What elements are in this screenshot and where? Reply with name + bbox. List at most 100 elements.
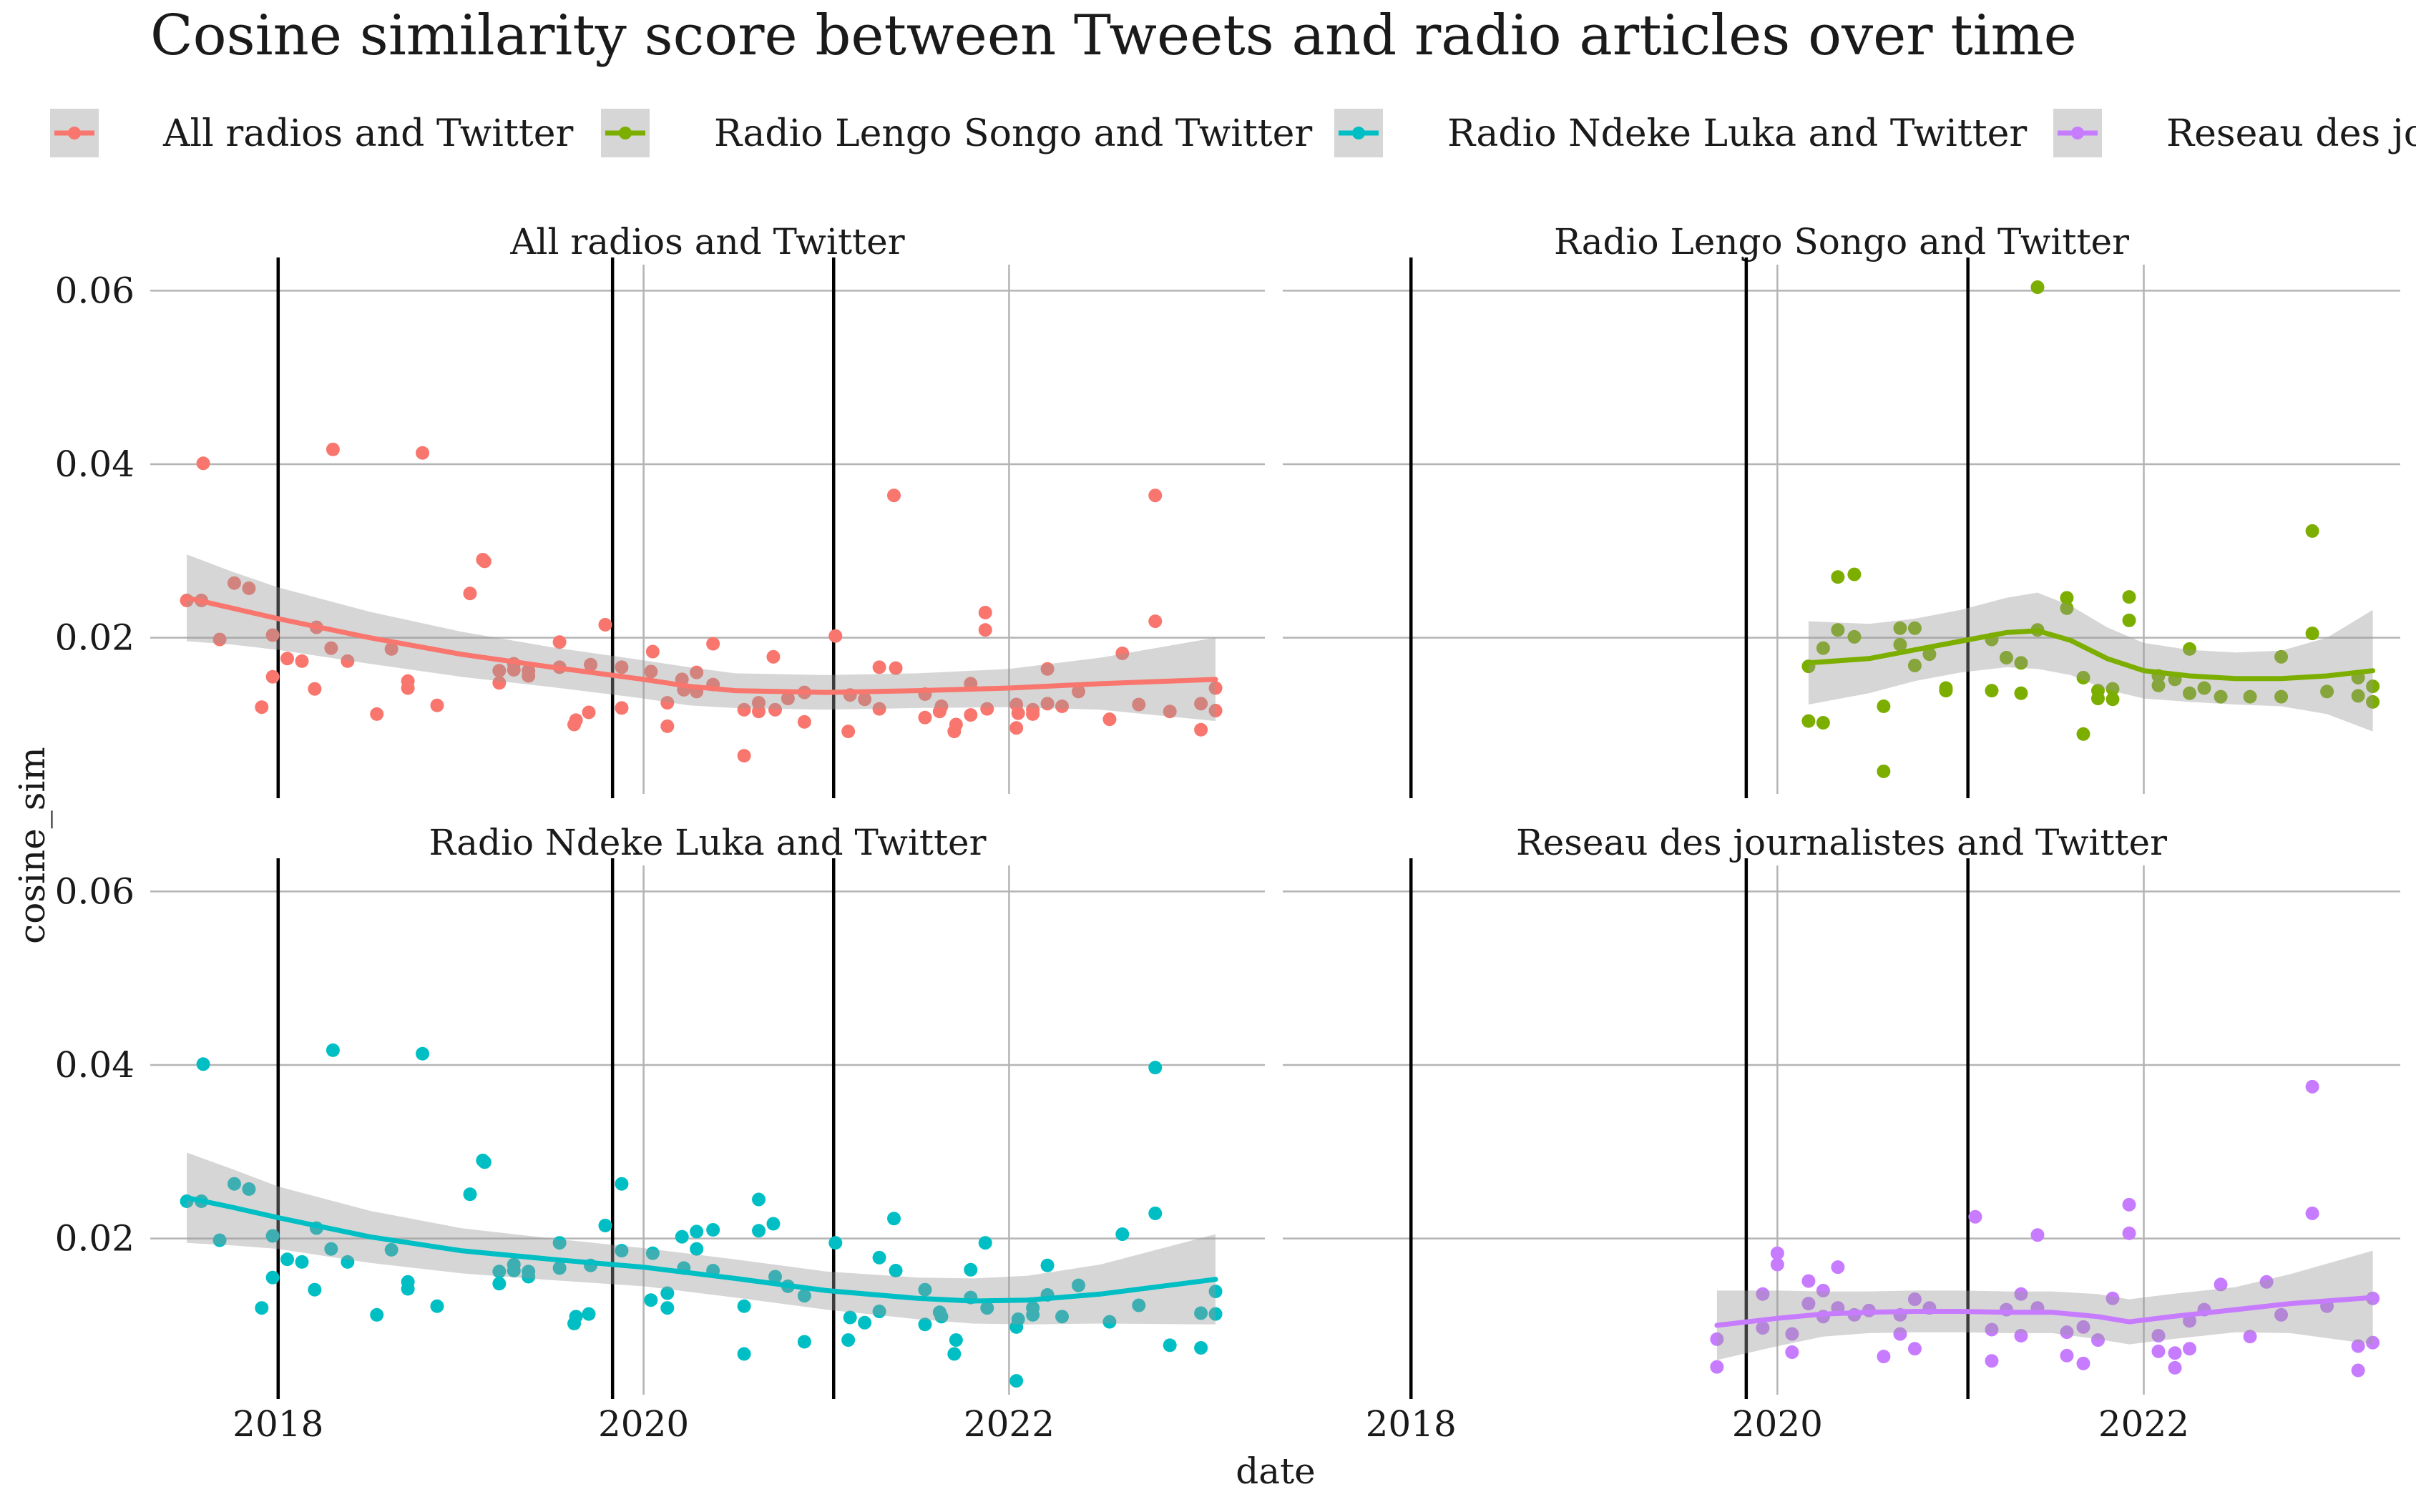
data-point (737, 1299, 751, 1313)
data-point (980, 702, 994, 716)
data-point (2366, 1335, 2380, 1350)
facet-panel: Reseau des journalistes and Twitter 2018 2… (1283, 822, 2400, 1445)
data-point (2060, 601, 2074, 615)
data-point (2122, 613, 2136, 627)
data-point (828, 629, 843, 643)
data-point (212, 1233, 227, 1247)
data-point (1877, 1350, 1891, 1364)
data-point (227, 1177, 241, 1191)
data-point (645, 644, 660, 659)
confidence-band (187, 1152, 1216, 1325)
data-point (918, 1282, 932, 1297)
data-point (1816, 1283, 1830, 1297)
data-point (1785, 1327, 1799, 1341)
data-point (2090, 1333, 2105, 1347)
data-point (615, 660, 629, 674)
data-point (552, 1261, 567, 1275)
smooth-trend-line (1806, 628, 2376, 682)
data-point (1801, 714, 1816, 728)
data-point (887, 489, 901, 503)
data-point (255, 700, 269, 715)
data-point (2122, 590, 2136, 604)
data-point (964, 708, 978, 722)
data-point (569, 1310, 583, 1324)
data-point (308, 1282, 322, 1297)
data-point (598, 1218, 612, 1232)
legend-item: Reseau des journalistes and Twitter (2053, 109, 2416, 157)
data-point (1756, 1287, 1770, 1301)
data-point (1132, 697, 1146, 712)
data-point (797, 1289, 811, 1303)
data-point (2060, 1325, 2074, 1340)
data-point (1040, 662, 1055, 676)
data-point (2014, 656, 2028, 670)
data-point (660, 1286, 675, 1300)
data-point (978, 623, 992, 637)
data-point (1115, 646, 1130, 660)
data-point (1893, 621, 1907, 635)
data-point (934, 1310, 949, 1324)
data-point (552, 635, 567, 649)
data-point (706, 637, 720, 651)
data-point (1148, 489, 1163, 503)
data-point (2151, 1344, 2166, 1358)
data-point (2243, 1330, 2257, 1344)
data-point (1009, 721, 1024, 735)
data-point (841, 1333, 856, 1347)
data-point (507, 1257, 521, 1272)
data-point (2274, 689, 2289, 704)
data-point (1194, 1340, 1208, 1355)
data-point (1710, 1332, 1724, 1346)
facet-strip-title: All radios and Twitter (509, 221, 904, 262)
data-point (463, 586, 477, 601)
data-point (2168, 1346, 2182, 1360)
data-point (2351, 1339, 2365, 1353)
data-point (889, 1264, 903, 1278)
data-point (872, 660, 886, 674)
data-point (1907, 1292, 1922, 1307)
data-point (949, 1333, 963, 1347)
legend-key-point (2071, 127, 2084, 139)
data-point (2197, 681, 2211, 695)
data-point (1756, 1321, 1770, 1335)
data-point (2151, 678, 2166, 692)
data-point (2090, 684, 2105, 698)
data-point (2351, 689, 2365, 703)
data-point (1770, 1246, 1784, 1260)
data-point (401, 1282, 415, 1296)
data-point (2259, 1275, 2274, 1289)
data-point (1163, 705, 1177, 719)
legend-label: Radio Lengo Songo and Twitter (714, 112, 1312, 155)
data-point (1102, 1315, 1117, 1329)
data-point (1907, 621, 1922, 635)
data-point (1801, 1274, 1816, 1288)
data-point (644, 664, 658, 679)
data-point (1055, 699, 1069, 713)
data-point (964, 1262, 978, 1277)
data-point (265, 1270, 280, 1285)
data-point (1148, 1206, 1163, 1220)
data-point (326, 442, 340, 456)
facet-strip-title: Reseau des journalistes and Twitter (1516, 822, 2167, 863)
data-point (1208, 1307, 1223, 1321)
data-point (308, 682, 322, 696)
data-point (660, 1301, 675, 1315)
data-point (918, 710, 932, 725)
data-point (949, 717, 963, 732)
data-point (1877, 699, 1891, 713)
data-point (2274, 649, 2289, 664)
x-tick-label: 2022 (964, 1403, 1055, 1445)
y-tick-label: 0.04 (55, 1044, 135, 1086)
data-point (2060, 591, 2074, 605)
data-point (690, 1224, 704, 1239)
data-point (615, 1244, 629, 1258)
data-point (1816, 641, 1830, 655)
data-point (752, 1192, 766, 1207)
data-point (265, 1229, 280, 1243)
data-point (1026, 1307, 1040, 1322)
data-point (1968, 1209, 1982, 1224)
confidence-band (1808, 592, 2373, 732)
data-point (2122, 1226, 2136, 1240)
data-point (2076, 1356, 2090, 1370)
data-point (2106, 1291, 2120, 1305)
